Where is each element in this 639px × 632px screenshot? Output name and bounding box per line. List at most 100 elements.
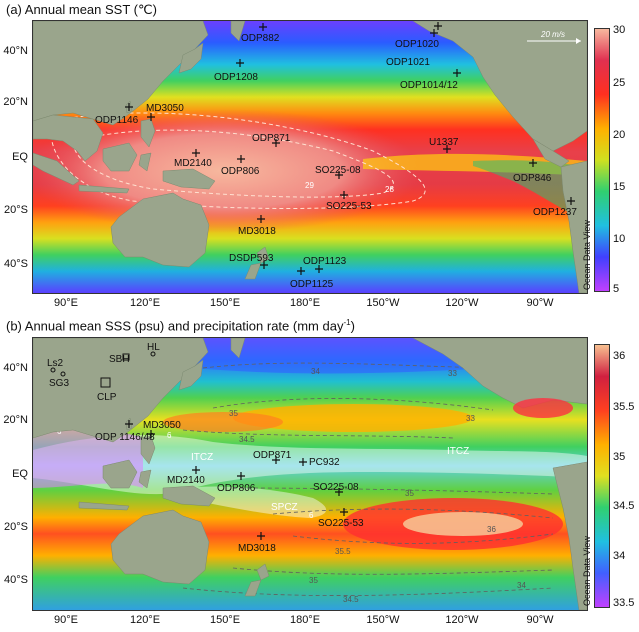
sst-map-canvas: 29 28 [33, 21, 587, 293]
site-dsdp593: DSDP593 [229, 253, 274, 269]
lat-label: 20°N [3, 96, 28, 108]
sss-sites: Ls2 SBH HL SG3 CLP MD3050 ODP 1146/48 OD… [47, 342, 364, 554]
svg-text:34: 34 [517, 581, 526, 590]
site-odp846: ODP846 [513, 159, 552, 184]
lon-label: 180°E [289, 297, 321, 309]
site-md2140: MD2140 [174, 149, 212, 169]
svg-text:34.5: 34.5 [343, 595, 359, 604]
land-masses-b [33, 338, 587, 610]
svg-text:ODP1208: ODP1208 [214, 72, 258, 83]
site-odp1237: ODP1237 [533, 197, 577, 218]
lat-label: EQ [12, 468, 28, 480]
colorbar-tick: 15 [613, 181, 626, 193]
lon-label: 120°W [445, 614, 479, 626]
svg-text:SG3: SG3 [49, 378, 69, 389]
svg-text:33: 33 [448, 369, 457, 378]
svg-text:SO225-08: SO225-08 [313, 482, 359, 493]
site-md3050: MD3050 [146, 103, 184, 121]
colorbar-tick: 34 [613, 550, 626, 562]
svg-text:35.5: 35.5 [335, 547, 351, 556]
svg-text:MD3018: MD3018 [238, 543, 276, 554]
site-pc932: PC932 [299, 457, 340, 468]
panel-a-title: (a) Annual mean SST (℃) [6, 2, 157, 17]
svg-text:36: 36 [487, 525, 496, 534]
svg-text:ODP 1146/48: ODP 1146/48 [95, 432, 155, 443]
lon-label: 90°E [54, 297, 78, 309]
site-md3018: MD3018 [238, 215, 276, 237]
site-md3050: MD3050 [143, 420, 181, 438]
site-odp1146: ODP1146 [95, 103, 139, 126]
svg-text:MD3018: MD3018 [238, 226, 276, 237]
svg-text:ODP882: ODP882 [241, 33, 280, 44]
site-odp1125: ODP1125 [290, 267, 334, 290]
itcz-band [33, 435, 587, 495]
svg-text:ODP1146: ODP1146 [95, 115, 139, 126]
colorbar-tick: 36 [613, 350, 626, 362]
lat-label: 40°S [4, 258, 28, 270]
wind-scale-label: 20 m/s [540, 30, 565, 39]
itcz-label-west: ITCZ [191, 452, 213, 463]
lon-label: 120°E [129, 614, 161, 626]
colorbar-tick: 33.5 [613, 597, 635, 609]
colorbar-tick: 35.5 [613, 401, 635, 413]
site-so225-53: SO225-53 [318, 508, 364, 529]
sss-map-canvas: 34 33 35 34.5 33 35 36 35.5 35 34.5 34 6… [33, 338, 587, 610]
contour-28 [50, 112, 426, 209]
svg-text:ODP806: ODP806 [221, 166, 260, 177]
lat-label: 40°N [3, 45, 28, 57]
lat-label: EQ [12, 151, 28, 163]
site-odp1021: ODP1021 [386, 29, 438, 68]
lon-label: 150°W [366, 614, 400, 626]
svg-text:HL: HL [147, 342, 160, 353]
site-u1337: U1337 [429, 137, 459, 153]
svg-text:MD3050: MD3050 [146, 103, 184, 114]
svg-text:Ls2: Ls2 [47, 358, 64, 369]
svg-text:MD2140: MD2140 [174, 158, 212, 169]
site-odp1014-12: ODP1014/12 [400, 69, 461, 91]
sss-colorbar [594, 344, 610, 608]
svg-text:SO225-08: SO225-08 [315, 165, 361, 176]
site-sbh: SBH [109, 353, 130, 365]
site-md2140: MD2140 [167, 466, 205, 486]
svg-text:MD3050: MD3050 [143, 420, 181, 431]
site-so225-08: SO225-08 [313, 482, 359, 496]
sst-map: 29 28 [32, 20, 588, 294]
site-odp806: ODP806 [221, 155, 260, 177]
sst-sites: ODP882 ODP1020 ODP1021 ODP1014/12 ODP120… [95, 22, 577, 290]
svg-text:35: 35 [405, 489, 414, 498]
svg-text:ODP806: ODP806 [217, 483, 256, 494]
site-clp: CLP [97, 377, 117, 403]
site-odp871: ODP871 [252, 133, 291, 147]
lon-label: 180°E [289, 614, 321, 626]
svg-text:ODP871: ODP871 [252, 133, 291, 144]
contour-label-28: 28 [385, 185, 394, 194]
contour-label-29: 29 [305, 181, 314, 190]
site-odp806: ODP806 [217, 472, 256, 494]
spcz-label: SPCZ [271, 502, 298, 513]
site-odp882: ODP882 [241, 23, 280, 44]
svg-text:MD2140: MD2140 [167, 475, 205, 486]
lon-label: 90°W [526, 614, 554, 626]
warm-pool [33, 109, 423, 233]
lon-label: 150°E [209, 297, 241, 309]
site-ls2: Ls2 [47, 358, 64, 373]
svg-text:ODP1021: ODP1021 [386, 57, 430, 68]
region-labels: ITCZ ITCZ SPCZ [191, 446, 469, 513]
colorbar-tick: 30 [613, 24, 626, 36]
svg-text:SO225-53: SO225-53 [326, 201, 372, 212]
lon-label: 150°W [366, 297, 400, 309]
svg-text:6: 6 [309, 511, 314, 520]
svg-text:ODP1125: ODP1125 [290, 279, 334, 290]
site-so225-53: SO225-53 [326, 191, 372, 212]
svg-text:6: 6 [167, 431, 172, 440]
site-odp871: ODP871 [253, 450, 292, 464]
svg-text:ODP1123: ODP1123 [303, 256, 347, 267]
site-so225-08: SO225-08 [315, 165, 361, 179]
svg-text:SO225-53: SO225-53 [318, 518, 364, 529]
panel-b-title-text: (b) Annual mean SSS (psu) and precipitat… [6, 318, 344, 334]
site-hl: HL [147, 342, 160, 357]
panel-b-title-sup: -1 [343, 318, 351, 327]
lon-label: 120°E [129, 297, 161, 309]
sst-colorbar [594, 28, 610, 292]
colorbar-tick: 10 [613, 233, 626, 245]
